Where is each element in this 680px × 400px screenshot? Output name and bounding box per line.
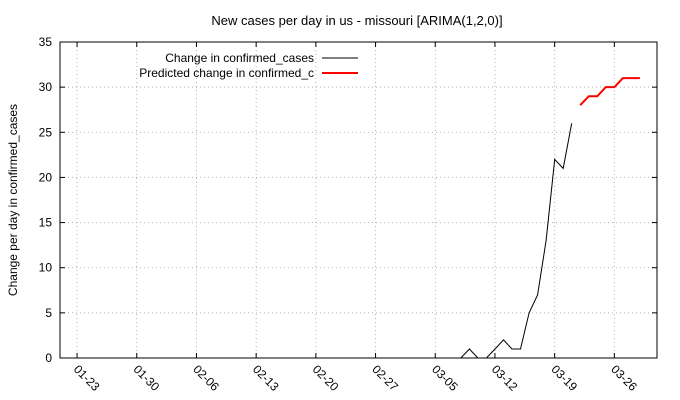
y-tick-label: 20 [39,170,53,184]
chart-title: New cases per day in us - missouri [ARIM… [211,13,502,28]
x-tick-label: 03-12 [489,362,521,394]
legend-label: Predicted change in confirmed_c [139,66,314,80]
y-tick-label: 0 [45,351,52,365]
y-tick-label: 35 [39,35,53,49]
x-tick-label: 03-19 [549,362,581,394]
x-tick-label: 02-27 [369,362,401,394]
y-axis: 0 5 10 15 20 25 30 35 [39,35,657,365]
grid [60,42,657,358]
x-tick-label: 03-26 [608,362,640,394]
legend-label: Change in confirmed_cases [165,51,314,65]
y-tick-label: 30 [39,80,53,94]
plot-frame [59,41,658,359]
x-tick-label: 03-05 [429,362,461,394]
x-tick-label: 02-13 [250,362,282,394]
series-line-actual [460,123,573,359]
y-tick-label: 5 [45,306,52,320]
y-tick-label: 10 [39,261,53,275]
series-layer [460,77,640,359]
x-tick-label: 01-30 [131,362,163,394]
x-tick-label: 01-23 [71,362,103,394]
x-tick-label: 02-20 [310,362,342,394]
y-tick-label: 15 [39,216,53,230]
x-tick-label: 02-06 [190,362,222,394]
y-axis-label: Change per day in confirmed_cases [6,104,20,296]
series-line-predicted [579,77,640,106]
y-tick-label: 25 [39,125,53,139]
